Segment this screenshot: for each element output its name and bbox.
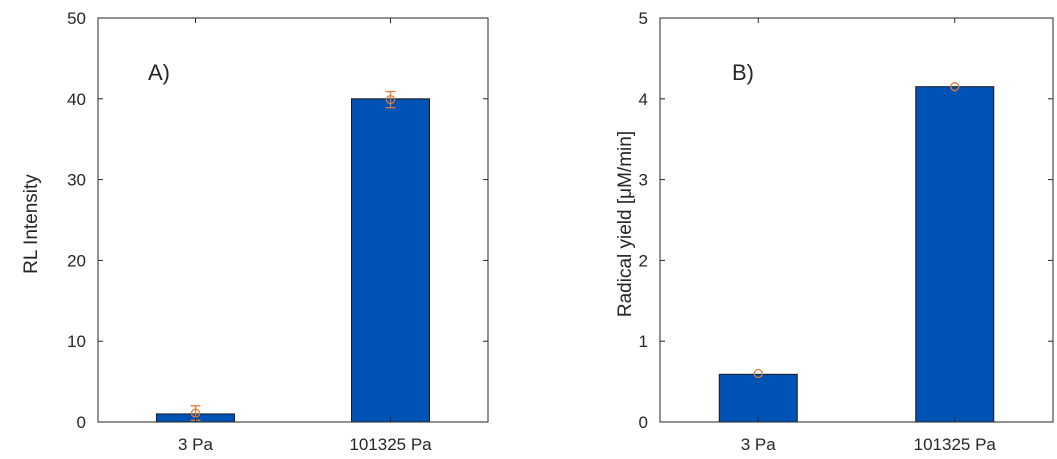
panel-label: B) (732, 60, 754, 85)
panel-label: A) (148, 60, 170, 85)
bar-0 (718, 373, 798, 423)
y-tick-label: 5 (639, 9, 648, 28)
panel-b: 0 1 2 3 4 5 3 Pa 101325 Pa Radical yield [μM/min… (615, 9, 1054, 454)
axes-box (659, 17, 1054, 423)
x-tick-label: 3 Pa (178, 435, 214, 454)
y-tick-label: 30 (67, 171, 86, 190)
data-marker-1 (385, 94, 396, 105)
y-tick-label: 20 (67, 251, 86, 270)
x-tick-label: 101325 Pa (349, 435, 432, 454)
x-tick-label: 101325 Pa (914, 435, 997, 454)
y-tick-label: 0 (77, 413, 86, 432)
y-tick-label: 1 (639, 332, 648, 351)
y-axis-label: Radical yield [μM/min] (615, 131, 636, 317)
panel-a: 0 10 20 30 40 50 3 Pa 101325 Pa RL Intensity A) (21, 9, 489, 454)
bar-1 (351, 98, 430, 423)
data-marker-1 (950, 82, 960, 92)
data-marker-0 (753, 368, 763, 379)
axes-box (97, 17, 489, 423)
y-tick-label: 3 (639, 171, 648, 190)
x-tick-label: 3 Pa (741, 435, 777, 454)
y-tick-label: 50 (67, 9, 86, 28)
bar-1 (915, 86, 995, 423)
y-axis-label: RL Intensity (21, 174, 42, 274)
y-tick-label: 4 (639, 90, 648, 109)
y-tick-label: 0 (639, 413, 648, 432)
y-tick-label: 2 (639, 251, 648, 270)
y-tick-label: 40 (67, 90, 86, 109)
y-tick-label: 10 (67, 332, 86, 351)
